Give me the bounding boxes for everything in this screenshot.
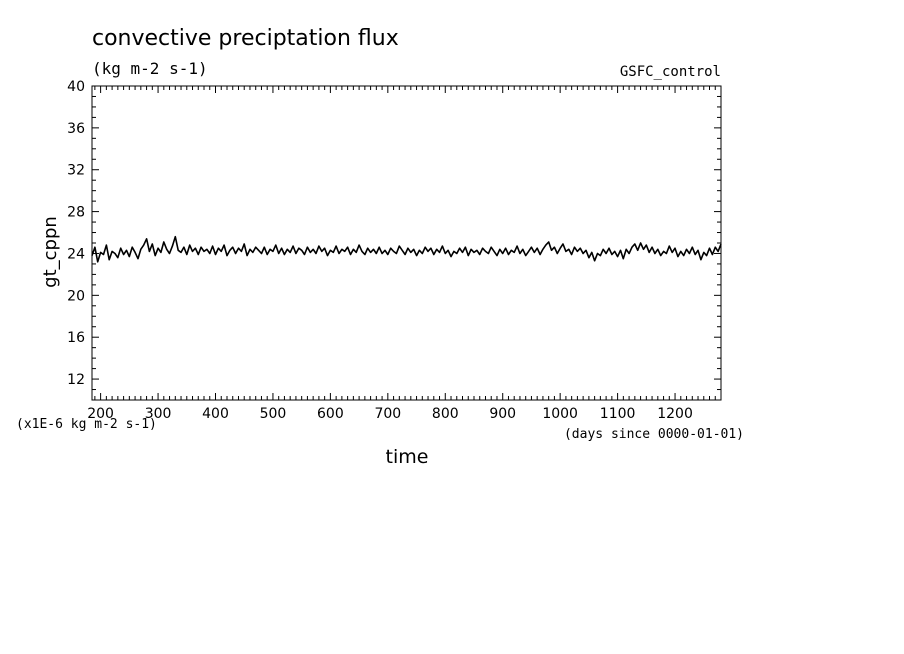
x-tick-label: 800 <box>432 406 459 422</box>
x-tick-label: 200 <box>87 406 114 422</box>
y-tick-label: 24 <box>67 246 85 262</box>
x-tick-label: 900 <box>489 406 516 422</box>
y-tick-label: 36 <box>67 121 85 137</box>
x-tick-label: 300 <box>145 406 172 422</box>
y-tick-label: 32 <box>67 163 85 179</box>
series-line <box>91 235 722 263</box>
x-tick-label: 1200 <box>657 406 693 422</box>
x-tick-label: 700 <box>374 406 401 422</box>
y-tick-label: 12 <box>67 372 85 388</box>
y-tick-label: 16 <box>67 330 85 346</box>
y-axis-label: gt_cppn <box>40 216 61 288</box>
chart-subtitle: (kg m-2 s-1) <box>92 59 208 78</box>
x-axis-label: time <box>386 446 429 468</box>
x-tick-label: 600 <box>317 406 344 422</box>
x-tick-label: 1100 <box>600 406 636 422</box>
chart-title: convective preciptation flux <box>92 26 399 51</box>
x-tick-label: 1000 <box>542 406 578 422</box>
plot-frame <box>91 85 722 401</box>
y-tick-label: 40 <box>67 79 85 95</box>
x-tick-label: 400 <box>202 406 229 422</box>
y-unit-note: (x1E-6 kg m-2 s-1) <box>16 417 157 432</box>
x-axis: 200 300 400 500 600 700 800 900 1000 1100 1200 <box>87 86 722 422</box>
y-axis: 12 16 20 24 28 32 36 40 <box>67 79 721 391</box>
run-label: GSFC_control <box>620 64 721 80</box>
x-tick-label: 500 <box>260 406 287 422</box>
x-unit-note: (days since 0000-01-01) <box>564 427 744 442</box>
y-tick-label: 28 <box>67 205 85 221</box>
y-tick-label: 20 <box>67 288 85 304</box>
